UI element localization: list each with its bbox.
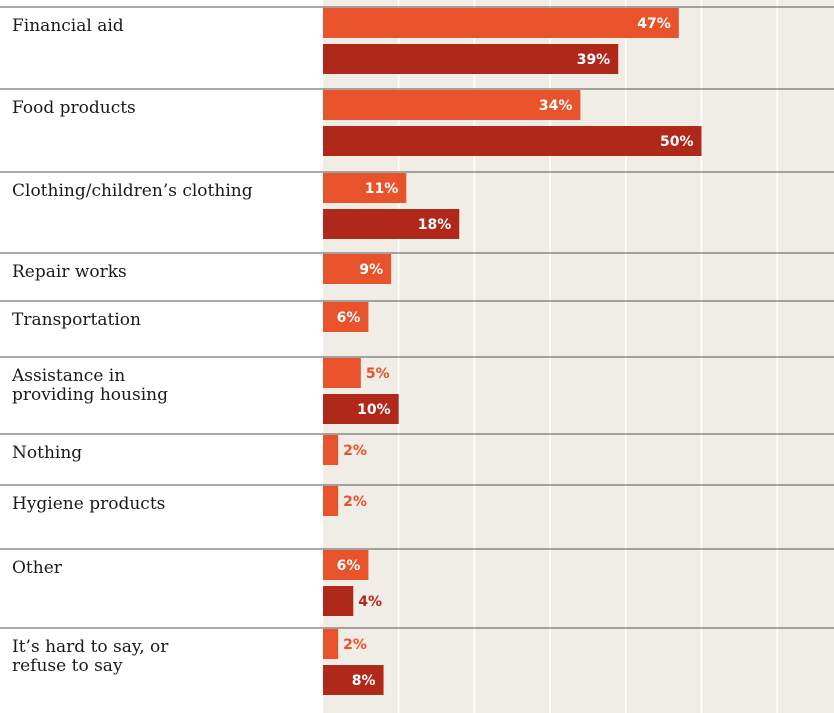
bar-series-a <box>323 486 339 516</box>
category-row: Food products 34% 50% <box>0 88 834 156</box>
category-row: Nothing 2% <box>0 433 834 465</box>
category-row: It’s hard to say, or refuse to say 2% 8% <box>0 627 834 695</box>
category-row: Repair works 9% <box>0 252 834 284</box>
bar-value-label: 2% <box>343 494 367 510</box>
category-row: Assistance in providing housing 5% 10% <box>0 356 834 424</box>
bar-series-a <box>323 358 361 388</box>
category-row: Transportation 6% <box>0 300 834 332</box>
bar-series-b <box>323 126 702 156</box>
bar-series-a <box>323 254 392 284</box>
category-label: Hygiene products <box>12 494 165 514</box>
bar-series-b <box>323 44 619 74</box>
bar-value-label: 47% <box>637 16 671 32</box>
category-label: Transportation <box>12 310 141 330</box>
bar-series-a <box>323 90 581 120</box>
category-row: Financial aid 47% 39% <box>0 6 834 74</box>
bar-value-label: 9% <box>359 262 383 278</box>
bar-value-label: 2% <box>343 443 367 459</box>
category-label: Assistance in providing housing <box>11 366 168 405</box>
category-label: It’s hard to say, or refuse to say <box>12 637 169 676</box>
bar-series-a <box>323 435 339 465</box>
bar-value-label: 5% <box>366 366 390 382</box>
category-label: Nothing <box>12 443 82 463</box>
bar-value-label: 6% <box>337 310 361 326</box>
bar-series-b <box>323 394 399 424</box>
bar-value-label: 2% <box>343 637 367 653</box>
bar-value-label: 39% <box>577 52 611 68</box>
bar-value-label: 11% <box>365 181 399 197</box>
chart-rows: Financial aid 47% 39% Food products 34% 50% Cl… <box>0 6 834 695</box>
bar-value-label: 8% <box>352 673 376 689</box>
bar-series-a <box>323 629 339 659</box>
bar-series-b <box>323 586 354 616</box>
category-label: Financial aid <box>12 16 124 36</box>
category-row: Clothing/children’s clothing 11% 18% <box>0 171 834 239</box>
category-label: Repair works <box>12 262 127 282</box>
bar-value-label: 18% <box>418 217 452 233</box>
bar-value-label: 34% <box>539 98 573 114</box>
category-label: Food products <box>12 98 136 118</box>
bar-value-label: 10% <box>357 402 391 418</box>
category-label: Clothing/children’s clothing <box>12 181 253 201</box>
category-row: Hygiene products 2% <box>0 484 834 516</box>
bar-series-a <box>323 550 369 580</box>
bar-series-a <box>323 302 369 332</box>
bar-value-label: 50% <box>660 134 694 150</box>
bar-series-a <box>323 173 407 203</box>
bar-series-a <box>323 8 679 38</box>
bar-value-label: 6% <box>337 558 361 574</box>
bar-value-label: 4% <box>358 594 382 610</box>
category-row: Other 6% 4% <box>0 548 834 616</box>
bar-series-b <box>323 665 384 695</box>
category-label: Other <box>12 558 63 578</box>
bar-series-b <box>323 209 460 239</box>
